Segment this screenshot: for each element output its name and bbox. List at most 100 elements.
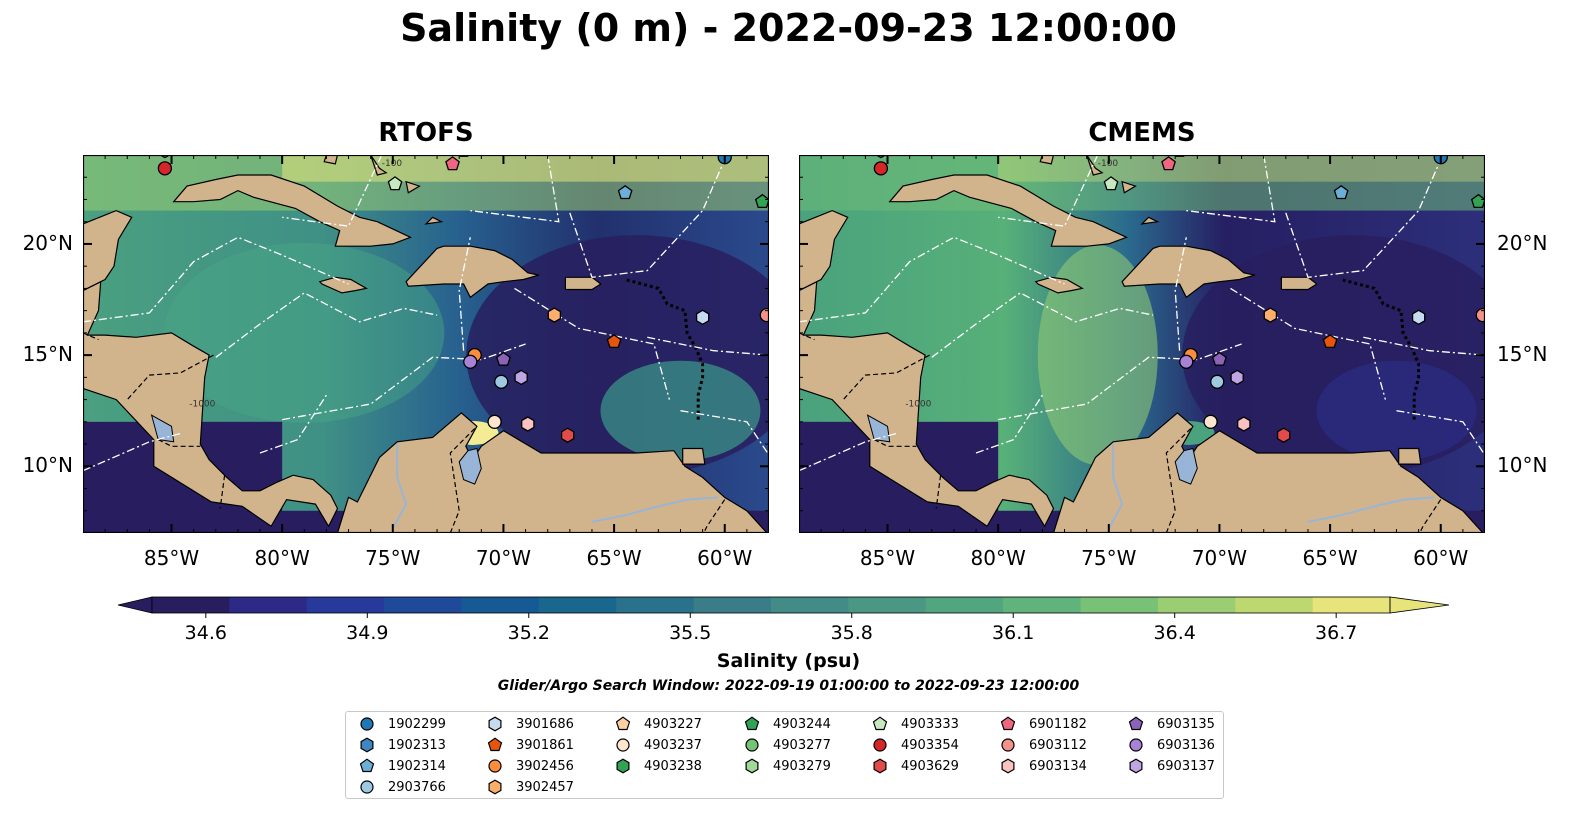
country-border	[1165, 425, 1194, 533]
float-marker-6903137	[1230, 369, 1244, 386]
legend-label: 6903136	[1157, 737, 1215, 753]
float-marker-6903134	[1237, 416, 1251, 432]
circle-marker-icon	[1129, 738, 1143, 752]
lon-tick-label: 80°W	[970, 546, 1026, 570]
axis-ticks	[83, 155, 769, 533]
float-legend: 1902299 1902313 1902314 2903766 3901686 39018…	[345, 711, 1224, 799]
legend-label: 4903238	[644, 758, 702, 774]
legend-item-4903237: 4903237	[614, 735, 702, 755]
circle-marker-icon	[360, 717, 374, 731]
land-bahamas2	[370, 155, 388, 176]
eez-boundary	[282, 155, 383, 227]
legend-item-4903333: 4903333	[871, 714, 959, 734]
contour-label: -100	[382, 159, 403, 169]
circle-marker-icon	[616, 738, 630, 752]
lon-tick-label: 85°W	[859, 546, 916, 570]
lon-tick-label: 75°W	[365, 546, 421, 570]
eez-boundary	[1186, 155, 1276, 223]
land-centralAm	[799, 280, 1055, 528]
colorbar-tick-label: 34.9	[346, 622, 389, 644]
float-marker-3901686	[1411, 309, 1426, 326]
lon-tick-label: 70°W	[1191, 546, 1248, 570]
legend-item-4903227: 4903227	[614, 714, 702, 734]
legend-label: 1902299	[388, 716, 446, 732]
legend-item-4903277: 4903277	[743, 735, 831, 755]
colorbar-segment	[538, 597, 617, 613]
circle-marker-icon	[1001, 738, 1015, 752]
float-marker-4903333	[387, 176, 403, 191]
colorbar-extend-min	[117, 596, 153, 614]
eez-boundary	[470, 155, 560, 223]
eez-boundary	[282, 343, 526, 421]
river	[1307, 496, 1435, 523]
circle-marker-icon	[360, 780, 374, 794]
land-cuba	[172, 174, 413, 247]
land-northSA	[83, 412, 769, 533]
legend-item-4903279: 4903279	[743, 756, 831, 776]
legend-label: 4903227	[644, 716, 702, 732]
lon-tick-label: 65°W	[1302, 546, 1358, 570]
pentagon-marker-icon	[1000, 716, 1016, 731]
land-yucatan	[83, 209, 133, 292]
legend-item-3902456: 3902456	[486, 756, 574, 776]
land-bahamas2	[1086, 155, 1104, 176]
float-marker-3901686	[695, 309, 710, 326]
river	[591, 496, 719, 523]
legend-item-4903354: 4903354	[871, 735, 959, 755]
land-bahamas1	[1039, 155, 1055, 165]
colorbar-segment	[384, 597, 462, 613]
contour-label: -100	[1098, 159, 1119, 169]
axis-ticks	[799, 155, 1485, 533]
main-title: Salinity (0 m) - 2022-09-23 12:00:00	[400, 6, 1177, 50]
country-border	[1419, 499, 1442, 533]
lake-maracaibo	[458, 447, 482, 485]
legend-item-6903137: 6903137	[1127, 756, 1215, 776]
colorbar-tick-label: 36.4	[1153, 622, 1196, 644]
colorbar-segment	[693, 597, 772, 613]
float-marker-6903137	[514, 369, 528, 386]
eez-boundary	[998, 155, 1099, 227]
pentagon-marker-icon	[487, 737, 503, 752]
legend-label: 3901861	[516, 737, 574, 753]
land-trinidad	[1398, 447, 1422, 465]
colorbar-segment	[1235, 597, 1314, 613]
circle-marker-icon	[745, 738, 759, 752]
map-panel-rtofs: -100 -1000	[83, 155, 769, 533]
float-marker-6903135	[1212, 351, 1227, 366]
lat-tick-label-right: 15°N	[1497, 342, 1548, 367]
legend-label: 4903354	[901, 737, 959, 753]
float-marker-4903237	[487, 414, 502, 429]
legend-label: 4903333	[901, 716, 959, 732]
country-border	[842, 354, 930, 401]
colorbar-segment	[229, 597, 308, 613]
colorbar-tick-label: 35.8	[830, 622, 873, 644]
legend-label: 4903237	[644, 737, 702, 753]
colorbar-segment	[616, 597, 695, 613]
contour-label: -1000	[905, 399, 931, 409]
land-bahamas3	[1121, 180, 1137, 194]
land-bahamas1	[323, 155, 339, 165]
colorbar-segment	[1080, 597, 1159, 613]
legend-item-1902299: 1902299	[358, 714, 446, 734]
legend-item-6903136: 6903136	[1127, 735, 1215, 755]
legend-item-1902313: 1902313	[358, 735, 446, 755]
colorbar-segment	[925, 597, 1004, 613]
country-border	[83, 332, 99, 341]
legend-item-2903766: 2903766	[358, 777, 446, 797]
land-bahamas4	[424, 216, 444, 225]
hexagon-marker-icon	[488, 716, 502, 732]
float-marker-1902314	[1333, 184, 1349, 200]
eez-boundary	[569, 159, 726, 279]
land-yucatan	[799, 209, 849, 292]
float-marker-3901861	[606, 334, 622, 349]
circle-marker-icon	[873, 738, 887, 752]
lon-tick-label: 75°W	[1081, 546, 1137, 570]
lon-tick-label: 60°W	[697, 546, 753, 570]
land-puertoRico	[564, 276, 602, 291]
country-border	[935, 475, 942, 509]
float-marker-3902457	[547, 307, 562, 323]
panel-title-cmems: CMEMS	[1088, 118, 1196, 148]
lake-maracaibo	[1174, 447, 1198, 485]
colorbar-segment	[1157, 597, 1236, 613]
lon-tick-label: 60°W	[1413, 546, 1469, 570]
